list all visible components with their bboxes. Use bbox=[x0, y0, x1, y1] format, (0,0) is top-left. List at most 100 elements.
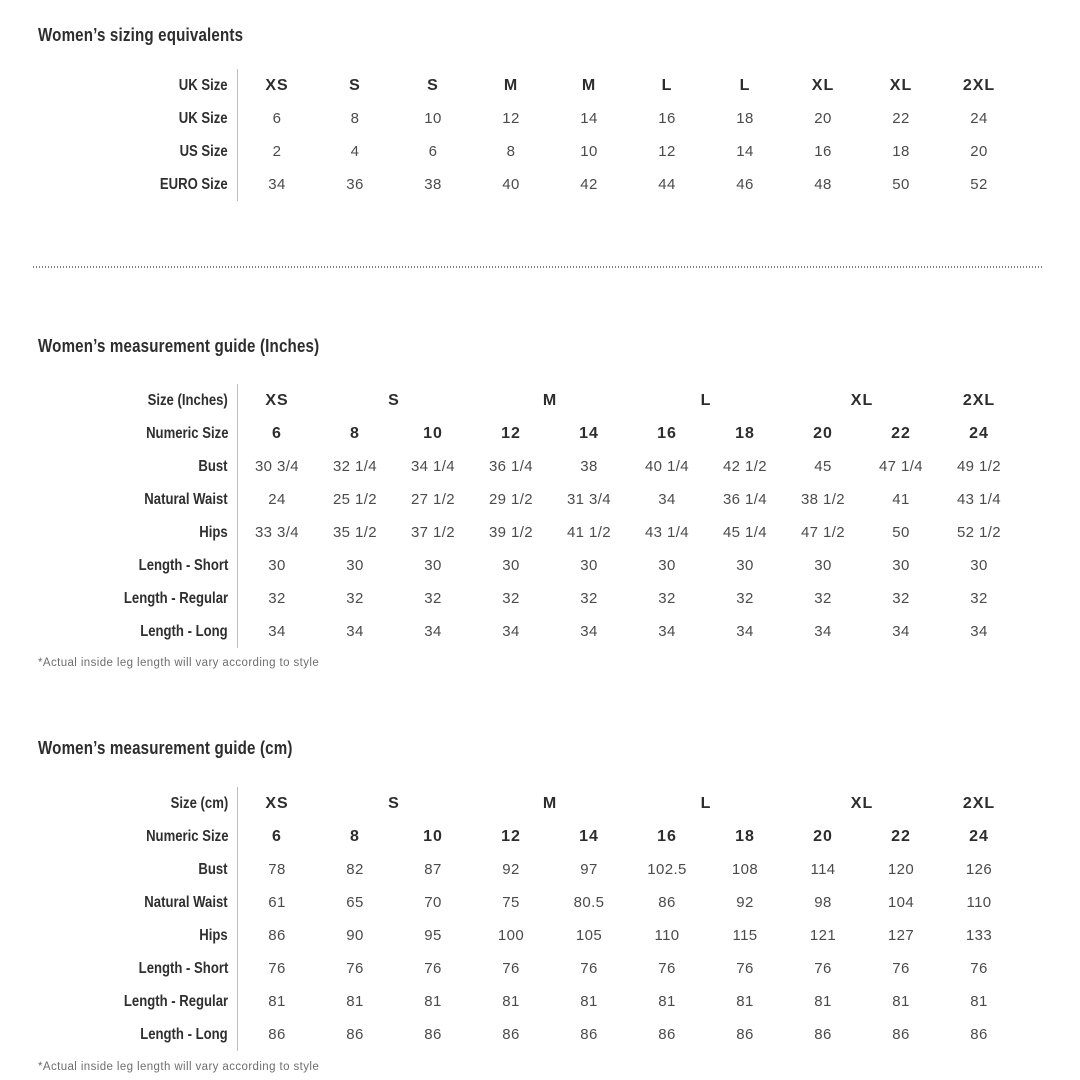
table-cell: 81 bbox=[736, 993, 754, 1010]
table-cell: 86 bbox=[424, 1026, 442, 1043]
table-cell: 16 bbox=[657, 827, 677, 845]
table-cell: 32 bbox=[970, 590, 988, 607]
table-cell: 34 bbox=[970, 623, 988, 640]
row-label: EURO Size bbox=[38, 168, 238, 201]
table-cell: 34 bbox=[892, 623, 910, 640]
table-cell: 20 bbox=[970, 143, 988, 160]
table-cell: 14 bbox=[580, 110, 598, 127]
row-label-text: Length - Short bbox=[138, 556, 228, 574]
table-cell: 18 bbox=[736, 110, 754, 127]
table-cell: 121 bbox=[809, 927, 837, 944]
table-cell: 10 bbox=[423, 424, 443, 442]
table-cell: 127 bbox=[887, 927, 915, 944]
table-cell: 86 bbox=[814, 1026, 832, 1043]
table-cell: 76 bbox=[814, 960, 832, 977]
table-cell: 38 bbox=[580, 458, 598, 475]
table-cell: 114 bbox=[810, 861, 836, 878]
row-label-text: Numeric Size bbox=[145, 827, 228, 845]
sizing-equivalents-title: Women’s sizing equivalents bbox=[38, 25, 282, 46]
table-cell: 6 bbox=[272, 110, 282, 127]
table-cell: 38 bbox=[424, 176, 442, 193]
table-cell: 65 bbox=[346, 894, 364, 911]
size-group-header: XL bbox=[850, 794, 874, 812]
table-cell: 32 bbox=[658, 590, 676, 607]
section-divider bbox=[33, 266, 1043, 268]
table-cell: 115 bbox=[732, 927, 758, 944]
table-cell: 70 bbox=[424, 894, 442, 911]
table-cell: 30 bbox=[580, 557, 598, 574]
measurement-guide-inches-title: Women’s measurement guide (Inches) bbox=[38, 336, 373, 357]
table-cell: 46 bbox=[736, 176, 754, 193]
table-cell: 108 bbox=[731, 861, 759, 878]
table-cell: 18 bbox=[735, 424, 755, 442]
table-cell: 81 bbox=[424, 993, 442, 1010]
row-label-text: Length - Regular bbox=[123, 992, 228, 1010]
row-label-text: Natural Waist bbox=[144, 490, 228, 508]
table-cell: 32 bbox=[892, 590, 910, 607]
table-cell: 35 1/2 bbox=[332, 524, 378, 541]
table-cell: 30 bbox=[892, 557, 910, 574]
table-cell: 76 bbox=[970, 960, 988, 977]
table-cell: 43 1/4 bbox=[644, 524, 690, 541]
table-cell: 10 bbox=[423, 827, 443, 845]
row-label-text: Hips bbox=[199, 926, 228, 944]
row-label: Length - Long bbox=[38, 1018, 238, 1051]
table-cell: 110 bbox=[654, 927, 680, 944]
size-group-header: 2XL bbox=[962, 391, 996, 409]
table-cell: S bbox=[427, 76, 439, 94]
table-cell: 32 1/4 bbox=[332, 458, 378, 475]
table-cell: 76 bbox=[892, 960, 910, 977]
size-row-label: Size (Inches) bbox=[38, 384, 238, 417]
table-cell: 39 1/2 bbox=[488, 524, 534, 541]
table-cell: 34 1/4 bbox=[410, 458, 456, 475]
size-group-header: XS bbox=[265, 794, 289, 812]
table-cell: 30 bbox=[658, 557, 676, 574]
table-cell: S bbox=[349, 76, 361, 94]
table-cell: 8 bbox=[350, 424, 360, 442]
sizing-equivalents-table: UK Size XS S S M M L L XL XL 2XL UK Size 6 8 10 12 14 16 1… bbox=[38, 69, 1018, 201]
table-cell: 52 bbox=[970, 176, 988, 193]
size-group-header: L bbox=[700, 794, 712, 812]
table-cell: 24 bbox=[969, 827, 989, 845]
table-cell: 6 bbox=[272, 827, 282, 845]
row-label-text: UK Size bbox=[179, 76, 228, 94]
table-cell: 75 bbox=[502, 894, 520, 911]
table-cell: 12 bbox=[501, 827, 521, 845]
table-cell: 30 bbox=[424, 557, 442, 574]
table-cell: 6 bbox=[272, 424, 282, 442]
table-cell: 41 1/2 bbox=[566, 524, 612, 541]
table-cell: 10 bbox=[580, 143, 598, 160]
table-cell: 8 bbox=[350, 110, 360, 127]
table-cell: 42 1/2 bbox=[722, 458, 768, 475]
table-cell: 14 bbox=[579, 424, 599, 442]
table-cell: 16 bbox=[658, 110, 676, 127]
table-cell: 34 bbox=[658, 491, 676, 508]
table-cell: 12 bbox=[658, 143, 676, 160]
table-cell: 47 1/2 bbox=[800, 524, 846, 541]
table-cell: 32 bbox=[424, 590, 442, 607]
table-cell: 34 bbox=[736, 623, 754, 640]
table-cell: 36 bbox=[346, 176, 364, 193]
row-label: Bust bbox=[38, 450, 238, 483]
table-cell: 78 bbox=[268, 861, 286, 878]
row-label: Natural Waist bbox=[38, 483, 238, 516]
table-cell: 47 1/4 bbox=[878, 458, 924, 475]
table-cell: 34 bbox=[424, 623, 442, 640]
table-cell: 40 bbox=[502, 176, 520, 193]
table-cell: 24 bbox=[970, 110, 988, 127]
table-cell: 22 bbox=[891, 424, 911, 442]
table-cell: 110 bbox=[966, 894, 992, 911]
table-cell: 81 bbox=[658, 993, 676, 1010]
row-label: Length - Short bbox=[38, 952, 238, 985]
table-cell: 76 bbox=[502, 960, 520, 977]
table-cell: 34 bbox=[814, 623, 832, 640]
table-cell: 32 bbox=[346, 590, 364, 607]
table-cell: 104 bbox=[887, 894, 915, 911]
table-cell: 20 bbox=[813, 827, 833, 845]
table-cell: 30 bbox=[268, 557, 286, 574]
table-cell: 86 bbox=[892, 1026, 910, 1043]
row-label-text: Natural Waist bbox=[144, 893, 228, 911]
table-cell: 32 bbox=[268, 590, 286, 607]
table-cell: 30 bbox=[736, 557, 754, 574]
